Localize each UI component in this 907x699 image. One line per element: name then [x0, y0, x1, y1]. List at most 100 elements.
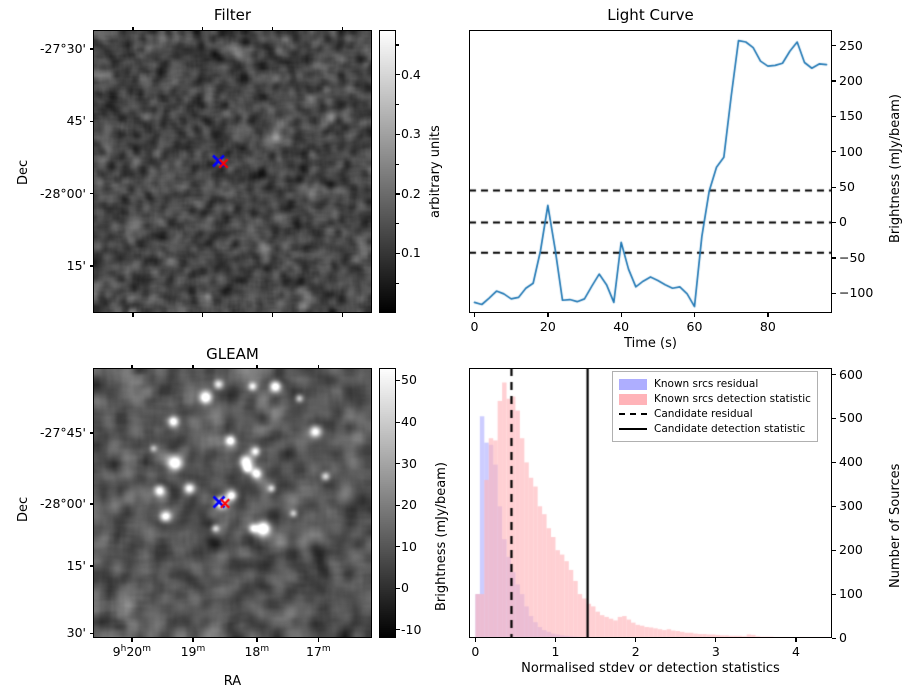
tick-mark	[474, 638, 477, 642]
lc-ytick: 50	[839, 179, 855, 195]
light-curve-title: Light Curve	[607, 6, 694, 24]
legend-swatch	[619, 378, 647, 390]
gleam-cbtick: 0	[401, 580, 409, 596]
tick-mark	[256, 364, 258, 368]
gleam-ytick: -28°00'	[39, 495, 86, 511]
tick-mark	[547, 313, 549, 317]
tick-mark	[832, 417, 836, 420]
hist-xtick: 1	[551, 644, 560, 659]
tick-mark	[131, 364, 133, 368]
tick-mark	[396, 193, 400, 195]
gleam-ytick: 15'	[66, 557, 86, 573]
tick-mark	[202, 26, 204, 30]
lc-ytick: −100	[839, 285, 874, 301]
legend-line	[619, 428, 647, 430]
hist-ytick: 200	[839, 542, 863, 558]
tick-mark	[89, 503, 93, 505]
tick-mark	[396, 44, 399, 46]
tick-mark	[832, 257, 836, 259]
tick-mark	[131, 638, 133, 642]
filter-cbtick: 0.1	[401, 245, 421, 261]
gleam-title: GLEAM	[206, 345, 259, 363]
tick-mark	[396, 133, 400, 135]
tick-mark	[396, 252, 400, 255]
tick-mark	[271, 313, 274, 317]
tick-mark	[256, 638, 258, 642]
gleam-xtick: 9h20m	[112, 644, 151, 660]
light-curve-plot	[469, 30, 832, 313]
tick-mark	[271, 26, 274, 30]
tick-mark	[396, 282, 399, 284]
tick-mark	[341, 26, 343, 30]
lc-ytick: 250	[839, 37, 863, 53]
gleam-xlabel: RA	[223, 674, 242, 689]
filter-image	[93, 30, 372, 313]
gleam-xtick: 19m	[180, 644, 206, 660]
tick-mark	[341, 313, 343, 317]
tick-mark	[396, 379, 400, 382]
gleam-xtick: 17m	[305, 644, 331, 660]
tick-mark	[396, 163, 399, 165]
histogram-legend: Known srcs residual Known srcs detection …	[612, 371, 818, 442]
gleam-colorbar	[379, 368, 396, 638]
tick-mark	[832, 151, 836, 153]
tick-mark	[317, 638, 319, 642]
light-curve-xlabel: Time (s)	[624, 336, 677, 351]
hist-xtick: 0	[471, 644, 480, 659]
tick-mark	[192, 364, 194, 368]
legend-label: Known srcs detection statistic	[654, 393, 811, 405]
tick-mark	[192, 638, 194, 642]
tick-mark	[832, 45, 836, 47]
tick-mark	[396, 587, 400, 589]
filter-cbtick: 0.3	[401, 126, 421, 142]
gleam-ytick: 30'	[66, 625, 86, 640]
hist-ytick: 400	[839, 454, 863, 470]
lc-ytick: 150	[839, 108, 863, 124]
tick-mark	[474, 313, 476, 317]
tick-mark	[89, 265, 93, 267]
tick-mark	[832, 80, 836, 82]
gleam-ytick: -27°45'	[39, 424, 86, 440]
tick-mark	[795, 638, 797, 642]
legend-label: Candidate detection statistic	[654, 423, 806, 435]
hist-xtick: 4	[791, 644, 800, 659]
legend-label: Candidate residual	[654, 408, 753, 420]
tick-mark	[832, 115, 836, 117]
tick-mark	[715, 638, 717, 642]
gleam-cbtick: 10	[401, 538, 417, 554]
tick-mark	[832, 461, 836, 464]
filter-colorbar-label: arbitrary units	[428, 125, 443, 218]
legend-item: Candidate residual	[619, 407, 811, 421]
hist-ytick: 500	[839, 410, 863, 426]
legend-label: Known srcs residual	[654, 378, 759, 390]
legend-item: Candidate detection statistic	[619, 422, 811, 436]
tick-mark	[396, 463, 400, 465]
tick-mark	[89, 432, 93, 434]
hist-ytick: 600	[839, 366, 863, 382]
lc-xtick: 60	[686, 319, 703, 334]
tick-mark	[317, 364, 319, 368]
histogram-xlabel: Normalised stdev or detection statistics	[521, 661, 780, 676]
lc-xtick: 0	[470, 319, 479, 334]
light-curve-ylabel: Brightness (mJy/beam)	[888, 94, 903, 243]
filter-ytick: 45'	[66, 113, 86, 129]
tick-mark	[694, 313, 696, 317]
tick-mark	[396, 103, 399, 106]
filter-ytick: 15'	[66, 257, 86, 273]
tick-mark	[832, 186, 836, 188]
gleam-image	[93, 368, 372, 638]
legend-item: Known srcs detection statistic	[619, 392, 811, 406]
tick-mark	[89, 48, 93, 50]
tick-mark	[89, 193, 93, 195]
tick-mark	[396, 504, 400, 506]
filter-title: Filter	[213, 6, 252, 24]
tick-mark	[832, 292, 836, 294]
tick-mark	[89, 120, 93, 122]
tick-mark	[202, 313, 204, 317]
lc-ytick: 0	[839, 214, 847, 230]
hist-xtick: 2	[631, 644, 640, 659]
tick-mark	[767, 313, 769, 317]
lc-ytick: 100	[839, 143, 863, 159]
lc-xtick: 20	[539, 319, 556, 334]
